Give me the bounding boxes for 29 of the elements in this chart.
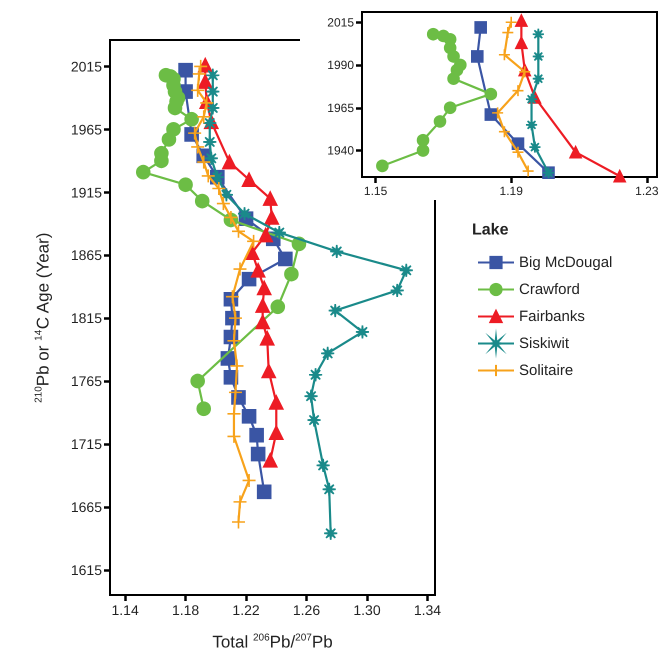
y-tick-label: 1965 [327, 100, 354, 115]
y-tick-label: 1915 [70, 184, 102, 200]
y-tick-label: 1715 [70, 436, 102, 452]
legend-label: Solitaire [519, 362, 574, 379]
y-tick-label: 1815 [70, 310, 102, 326]
x-tick-label: 1.30 [353, 602, 381, 618]
legend-label: Crawford [519, 281, 580, 298]
x-tick-label: 1.34 [414, 602, 442, 618]
y-tick-label: 1615 [70, 562, 102, 578]
x-tick-label: 1.22 [232, 602, 260, 618]
y-tick-label: 1965 [70, 121, 102, 138]
y-tick-label: 2015 [327, 15, 354, 30]
x-tick-label: 1.23 [635, 184, 659, 198]
y-tick-label: 1765 [70, 373, 102, 390]
legend-label: Fairbanks [519, 308, 585, 325]
x-tick-label: 1.18 [172, 602, 200, 618]
y-tick-label: 1865 [70, 247, 102, 264]
x-tick-label: 1.19 [500, 184, 524, 198]
y-tick-label: 2015 [70, 58, 102, 74]
y-tick-label: 1665 [70, 498, 102, 515]
y-tick-label: 1990 [327, 58, 354, 72]
legend-label: Big McDougal [519, 254, 612, 271]
x-tick-label: 1.14 [111, 602, 139, 618]
y-tick-label: 1940 [327, 143, 354, 158]
legend-title: Lake [472, 222, 509, 238]
x-tick-label: 1.15 [364, 184, 388, 198]
y-axis-title: 210Pb or 14C Age (Year) [34, 232, 52, 403]
x-tick-label: 1.26 [292, 602, 320, 618]
legend-label: Siskiwit [519, 335, 570, 352]
